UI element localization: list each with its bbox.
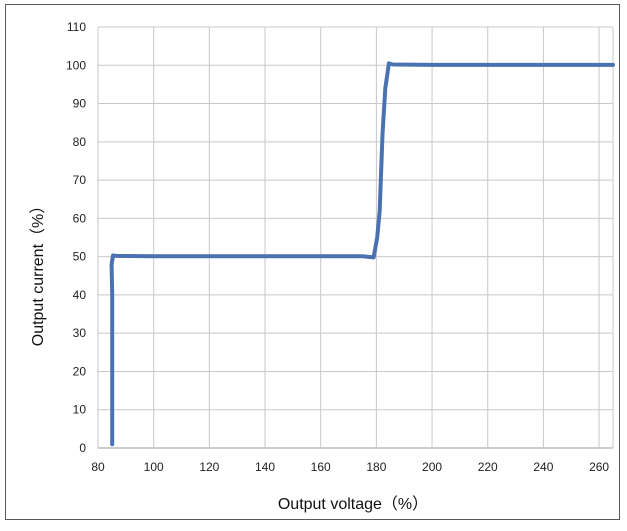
- x-tick-label: 220: [478, 460, 498, 474]
- y-tick-label: 30: [73, 326, 87, 340]
- x-tick-label: 100: [144, 460, 164, 474]
- x-tick-label: 200: [422, 460, 442, 474]
- chart-frame: [5, 4, 620, 520]
- y-tick-label: 110: [67, 20, 86, 34]
- y-tick-label: 100: [66, 58, 86, 72]
- x-tick-label: 140: [255, 460, 275, 474]
- x-axis-title: Output voltage（%）: [278, 495, 428, 513]
- x-tick-label: 80: [91, 460, 105, 474]
- y-axis-title: Output current（%）: [29, 198, 47, 347]
- y-tick-label: 10: [73, 403, 87, 417]
- y-tick-label: 0: [79, 441, 86, 455]
- x-tick-label: 260: [589, 460, 609, 474]
- x-tick-label: 160: [311, 460, 331, 474]
- x-tick-label: 180: [366, 460, 386, 474]
- y-tick-label: 40: [73, 288, 87, 302]
- x-tick-labels: 80 100 120 140 160 180 200 220 240 260: [91, 460, 609, 474]
- series-line: [109, 61, 615, 447]
- y-tick-label: 70: [73, 173, 87, 187]
- y-tick-label: 80: [73, 135, 87, 149]
- x-tick-label: 240: [533, 460, 553, 474]
- y-tick-label: 60: [73, 211, 87, 225]
- y-tick-label: 90: [73, 97, 87, 111]
- y-tick-labels: 0 10 20 30 40 50 60 70 80 90 100 110: [66, 20, 86, 455]
- y-tick-label: 50: [73, 250, 87, 264]
- grid: [97, 26, 614, 449]
- y-tick-label: 20: [73, 364, 87, 378]
- x-tick-label: 120: [199, 460, 219, 474]
- series-layer: [109, 61, 615, 447]
